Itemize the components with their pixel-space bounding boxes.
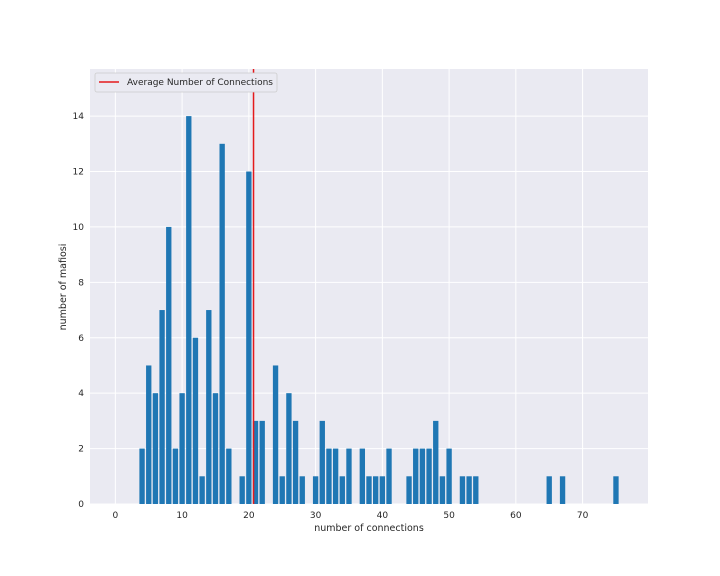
- histogram-bar: [179, 393, 185, 504]
- histogram-bar: [239, 476, 245, 504]
- histogram-bar: [346, 448, 352, 504]
- histogram-bar: [212, 393, 219, 504]
- histogram-bar: [379, 476, 386, 504]
- histogram-bar: [186, 116, 192, 504]
- y-tick-label: 4: [78, 389, 84, 399]
- x-tick-label: 50: [443, 511, 455, 521]
- histogram-bar: [286, 393, 292, 504]
- y-axis-label: number of mafiosi: [58, 244, 69, 331]
- y-tick-label: 6: [78, 334, 84, 344]
- y-tick-label: 10: [73, 223, 85, 233]
- histogram-bar: [439, 476, 446, 504]
- histogram-bar: [312, 476, 319, 504]
- histogram-bar: [139, 448, 145, 504]
- x-tick-label: 30: [310, 511, 322, 521]
- histogram-bar: [219, 143, 225, 505]
- histogram-bar: [319, 420, 325, 504]
- x-tick-labels: 0 10 20 30 40 50 60 70: [112, 511, 588, 521]
- histogram-bar: [426, 448, 432, 504]
- legend-label: Average Number of Connections: [127, 78, 273, 88]
- histogram-bar: [359, 448, 365, 504]
- histogram-bar: [252, 420, 259, 504]
- histogram-bar: [206, 310, 212, 504]
- histogram-bar: [373, 476, 379, 504]
- histogram-bar: [226, 448, 232, 504]
- histogram-bar: [199, 476, 205, 504]
- y-tick-label: 2: [78, 445, 84, 455]
- plot-background: [90, 69, 648, 504]
- histogram-bar: [546, 476, 552, 504]
- histogram-bar: [339, 476, 345, 504]
- legend: Average Number of Connections: [94, 72, 278, 93]
- x-tick-label: 0: [112, 511, 118, 521]
- histogram-bar: [246, 171, 252, 504]
- histogram-bar: [446, 448, 452, 504]
- legend-box: [94, 72, 278, 93]
- histogram-bar: [259, 420, 265, 504]
- histogram-bar: [299, 476, 305, 504]
- x-tick-label: 60: [510, 511, 522, 521]
- histogram-bar: [386, 448, 392, 504]
- histogram-bar: [192, 337, 199, 504]
- histogram-bar: [459, 476, 466, 504]
- histogram-bar: [292, 420, 299, 504]
- histogram-bar: [159, 310, 165, 504]
- histogram-bar: [332, 448, 339, 504]
- x-axis-label: number of connections: [314, 523, 424, 534]
- histogram-bar: [272, 365, 279, 504]
- y-tick-label: 14: [73, 112, 85, 122]
- histogram-bar: [473, 476, 479, 504]
- x-tick-label: 10: [176, 511, 188, 521]
- histogram-bar: [172, 448, 179, 504]
- bars: [139, 116, 619, 505]
- histogram-bar: [419, 448, 426, 504]
- x-tick-label: 70: [577, 511, 589, 521]
- y-tick-label: 0: [78, 500, 84, 510]
- histogram-bar: [413, 448, 419, 504]
- histogram-bar: [279, 476, 285, 504]
- histogram-bar: [559, 476, 566, 504]
- y-tick-label: 12: [73, 168, 84, 178]
- histogram-bar: [146, 365, 152, 504]
- histogram-bar: [326, 448, 332, 504]
- histogram-bar: [366, 476, 372, 504]
- x-tick-label: 20: [243, 511, 255, 521]
- y-tick-label: 8: [78, 278, 84, 288]
- histogram-bar: [466, 476, 472, 504]
- histogram-bar: [166, 226, 172, 504]
- x-tick-label: 40: [377, 511, 389, 521]
- histogram-bar: [152, 393, 159, 504]
- histogram-bar: [433, 420, 439, 504]
- y-tick-labels: 0 2 4 6 8 10 12 14: [73, 112, 85, 510]
- histogram-bar: [613, 476, 619, 504]
- histogram-bar: [406, 476, 412, 504]
